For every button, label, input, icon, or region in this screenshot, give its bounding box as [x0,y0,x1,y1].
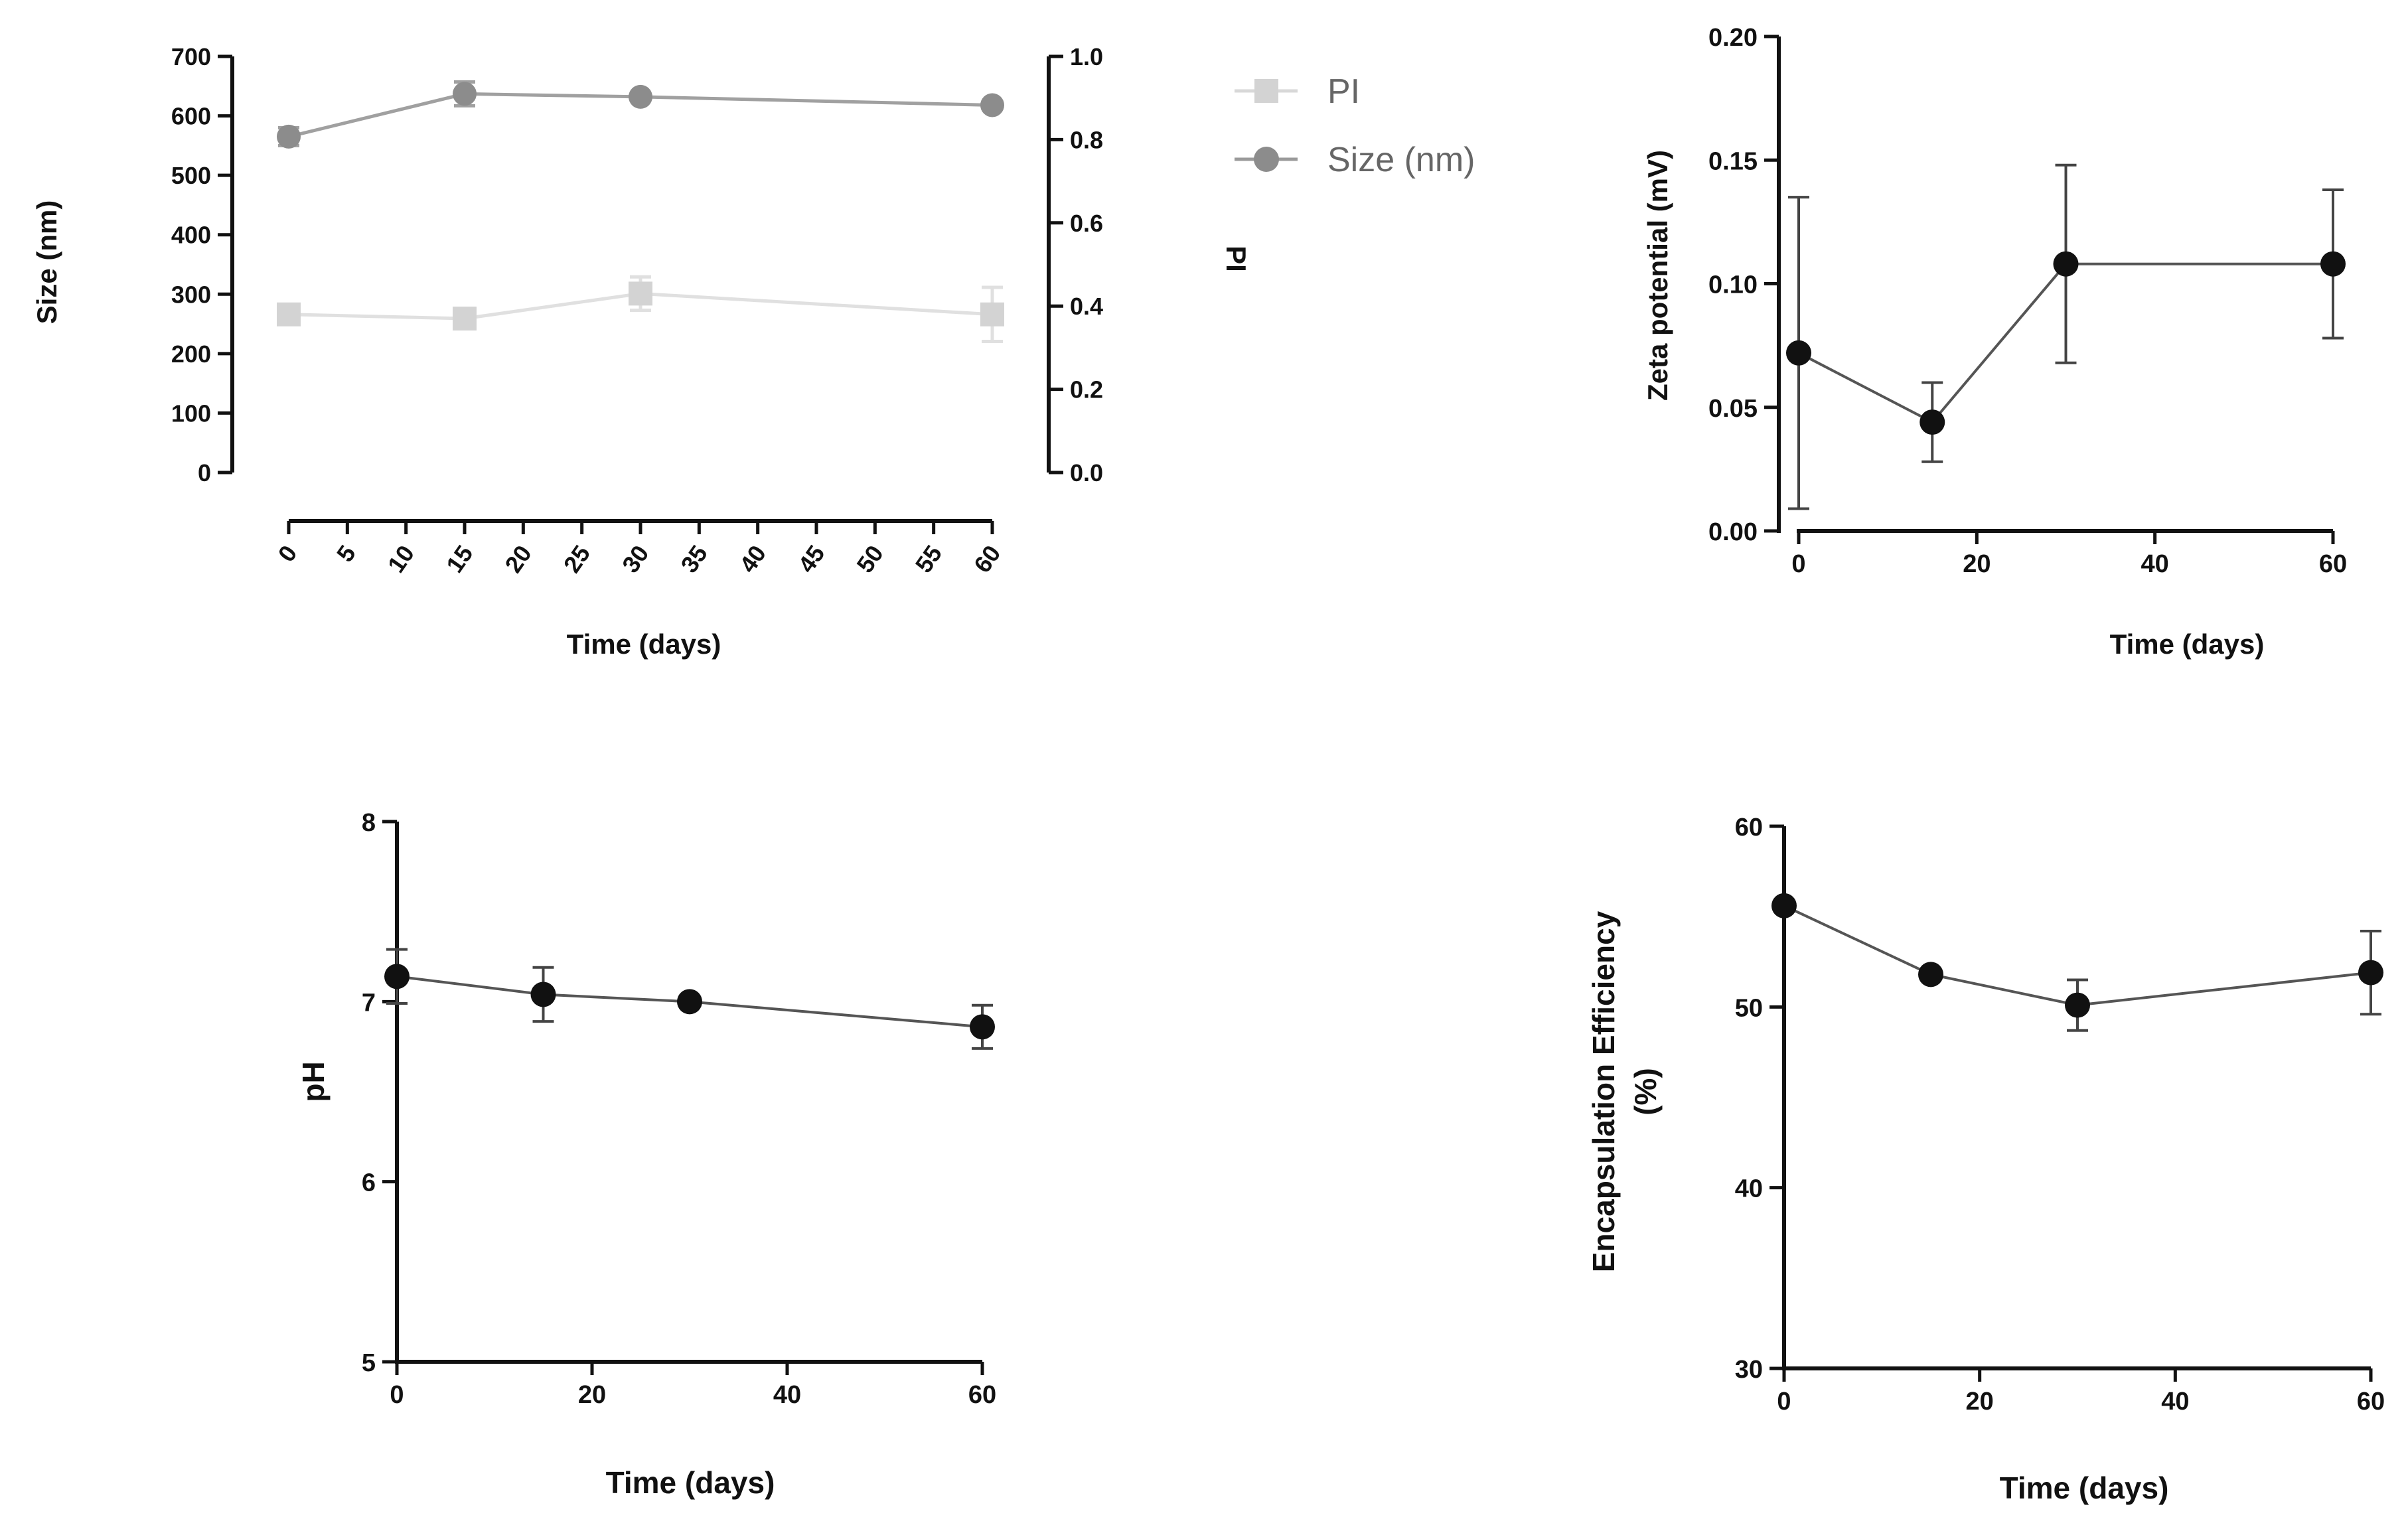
size-pi-ytick-label: 400 [171,222,211,249]
zeta-xtick-label: 0 [1791,550,1805,578]
ph-ytick-label: 5 [362,1349,376,1377]
ee-xtick-label: 60 [2357,1388,2385,1416]
legend-size-marker [1254,147,1279,172]
zeta-ytick-label: 0.05 [1708,395,1758,423]
pi-point [277,302,301,327]
size-pi-ytick-label: 700 [171,43,211,70]
ee-ytick-label: 60 [1735,814,1763,841]
zeta-xtick-label: 20 [1963,550,1991,578]
size-pi-ylabel: Size (nm) [31,200,62,325]
size-pi-xtick-label: 45 [792,540,830,577]
ph-ytick-label: 8 [362,809,376,837]
ph-xlabel: Time (days) [606,1465,775,1500]
size-pi-xtick-label: 5 [331,540,361,567]
size-pi-xlabel: Time (days) [567,628,721,660]
ph-series-line [396,975,983,1029]
size-pi-y2label: PI [1221,246,1252,272]
ph-point [677,989,702,1015]
chart-ph: pH Time (days) 5 6 7 8 0 20 40 60 [296,809,996,1500]
size-pi-y2tick-label: 0.6 [1070,210,1103,237]
zeta-ytick-label: 0.00 [1708,518,1758,546]
size-pi-xtick-label: 50 [851,540,889,577]
size-pi-y2tick-label: 0.8 [1070,126,1103,153]
zeta-ylabel: Zeta potential (mV) [1642,150,1673,401]
size-pi-ytick-label: 200 [171,340,211,368]
zeta-ytick-label: 0.10 [1708,271,1758,299]
ee-series-line [1783,905,2371,1007]
size-point [453,82,477,106]
size-series-line [288,92,993,139]
ee-ylabel-unit: (%) [1628,1068,1663,1116]
ph-xtick-label: 0 [390,1381,404,1409]
zeta-series-line [1798,262,2333,424]
size-pi-xtick-label: 35 [675,540,713,577]
size-pi-xtick-label: 60 [968,540,1006,577]
ee-ylabel: Encapsulation Efficiency [1586,911,1621,1272]
ee-xtick-label: 40 [2161,1388,2189,1416]
zeta-point [1786,340,1811,366]
ee-xlabel: Time (days) [2000,1471,2169,1505]
zeta-xtick-label: 40 [2141,550,2169,578]
zeta-point [2053,251,2079,277]
ph-ylabel: pH [296,1061,331,1102]
ee-xtick-label: 20 [1966,1388,1994,1416]
chart-zeta: Zeta potential (mV) Time (days) 0.00 0.05… [1642,24,2347,660]
chart-ee: Encapsulation Efficiency (%) Time (days)… [1586,814,2385,1505]
size-pi-ytick-label: 0 [198,459,211,486]
ph-ytick-label: 6 [362,1169,376,1197]
size-pi-xtick-label: 55 [910,540,948,577]
zeta-xlabel: Time (days) [2110,628,2265,660]
pi-series-line [288,291,993,321]
chart-size-pi: Size (nm) PI Time (days) 010020030040050… [31,43,1475,660]
size-pi-ytick-label: 100 [171,400,211,427]
ph-point [970,1014,995,1040]
size-pi-xtick-label: 0 [272,540,302,567]
zeta-point [1919,409,1945,435]
size-point [980,93,1004,117]
size-pi-ytick-label: 300 [171,281,211,308]
legend-size-label: Size (nm) [1327,141,1475,179]
ee-point [2065,992,2090,1018]
ee-ytick-label: 30 [1735,1356,1763,1384]
ph-xtick-label: 60 [968,1381,996,1409]
zeta-ytick-label: 0.15 [1708,147,1758,175]
legend-pi-marker [1254,79,1278,103]
ph-point [384,964,410,989]
size-pi-xtick-label: 15 [441,540,479,577]
ph-xtick-label: 40 [773,1381,801,1409]
ph-point [530,982,556,1007]
ee-point [1771,893,1797,918]
size-pi-xtick-label: 20 [499,540,537,577]
size-pi-xtick-label: 30 [617,540,654,577]
ee-point [1918,962,1943,987]
ph-ytick-label: 7 [362,989,376,1017]
size-pi-ytick-label: 500 [171,162,211,189]
zeta-point [2320,251,2346,277]
size-pi-y2tick-label: 0.4 [1070,293,1103,320]
pi-point [629,281,652,306]
ee-point [2358,960,2383,986]
pi-point [453,307,477,331]
size-pi-ytick-label: 600 [171,103,211,130]
size-pi-xtick-label: 10 [382,540,420,577]
ph-xtick-label: 20 [578,1381,606,1409]
legend-pi-label: PI [1327,72,1360,111]
ee-ytick-label: 50 [1735,994,1763,1022]
size-pi-y2tick-label: 1.0 [1070,43,1103,70]
size-pi-xtick-label: 25 [558,540,596,577]
size-pi-y2tick-label: 0.2 [1070,376,1103,403]
ee-ytick-label: 40 [1735,1175,1763,1203]
pi-point [980,302,1004,327]
size-point [629,84,652,109]
zeta-ytick-label: 0.20 [1708,24,1758,52]
size-pi-legend: PI Size (nm) [1235,72,1475,179]
ee-xtick-label: 0 [1777,1388,1791,1416]
size-pi-y2tick-label: 0.0 [1070,459,1103,486]
size-pi-xtick-label: 40 [734,540,772,577]
size-point [277,124,301,149]
zeta-xtick-label: 60 [2319,550,2347,578]
